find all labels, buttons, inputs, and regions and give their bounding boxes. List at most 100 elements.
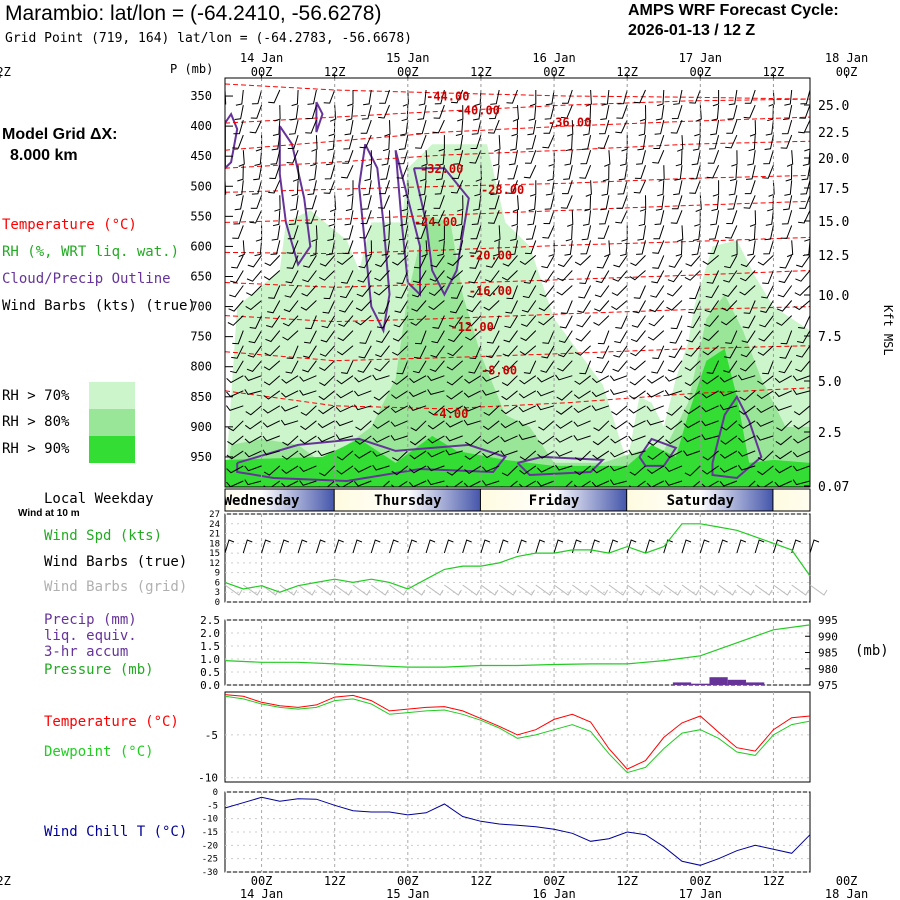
- wind-barb: [465, 330, 482, 341]
- wind-barb: [556, 285, 573, 296]
- legend-pressure: Pressure (mb): [44, 662, 154, 678]
- wind-barb: [506, 89, 518, 104]
- wind-barb: [710, 210, 720, 226]
- wind-barb: [246, 270, 262, 282]
- bottom-hour-label: 00Z: [689, 874, 711, 888]
- wind-barb: [658, 165, 665, 182]
- wind-barb: [792, 389, 810, 395]
- height-tick-label: 2.5: [818, 426, 841, 441]
- wind-barb: [727, 195, 738, 210]
- wind-barb: [226, 375, 244, 384]
- wind-barb: [688, 300, 701, 314]
- wind-barb: [597, 330, 610, 345]
- wind-barb: [591, 405, 610, 411]
- wind-barb: [457, 195, 464, 212]
- wind-barb: [523, 360, 537, 374]
- wind-barb: [305, 119, 317, 134]
- wind-barb: [797, 330, 810, 344]
- wind-barb: [450, 89, 464, 104]
- wind-barb: [613, 255, 628, 268]
- wind-barb: [434, 180, 445, 195]
- wind-barb: [719, 450, 738, 459]
- wind-barb-true: [407, 539, 417, 554]
- wind-barb-true: [297, 539, 308, 554]
- wind-barb: [708, 134, 720, 150]
- wind-barb: [691, 150, 701, 166]
- wind-barb: [415, 134, 427, 149]
- wind-barb: [719, 390, 738, 397]
- wind-barb: [354, 375, 372, 383]
- wind-barb: [299, 450, 317, 459]
- wind-barb: [274, 195, 281, 212]
- wind-barb: [491, 165, 500, 181]
- pressure-tick-label: 950: [190, 450, 212, 464]
- wind-barb: [482, 465, 500, 473]
- wind-barb: [286, 240, 299, 254]
- wind-barb: [728, 89, 738, 106]
- wind-barb: [355, 420, 372, 431]
- wind-barb: [244, 389, 262, 395]
- wind-barb: [489, 195, 500, 210]
- wind-barb: [670, 119, 683, 134]
- wind-barb: [637, 225, 646, 241]
- wind-barb: [429, 360, 445, 372]
- wind-barb: [654, 119, 665, 135]
- top-day-label: 15 Jan: [386, 51, 429, 65]
- wind-barb-grid: [773, 584, 791, 596]
- wind-barb: [303, 255, 317, 268]
- wind-barb: [731, 150, 738, 167]
- wind-barb: [225, 465, 226, 467]
- wind-barb: [225, 375, 226, 377]
- wind-barb: [306, 104, 317, 120]
- wind-barb: [577, 300, 592, 313]
- wind-barb: [776, 300, 793, 312]
- wind-barb: [434, 89, 445, 105]
- wind-barb: [559, 315, 573, 329]
- wind-barb: [225, 120, 226, 125]
- bottom-day-label: 17 Jan: [679, 887, 722, 900]
- wind-barb-true: [590, 539, 600, 554]
- height-tick-label: 15.0: [818, 215, 849, 230]
- wind-barb: [303, 345, 317, 359]
- wind-barb: [396, 165, 409, 179]
- wind-barb: [324, 165, 336, 180]
- wind-barb: [667, 360, 683, 373]
- wind-barb: [684, 270, 701, 281]
- wind-barb: [378, 195, 390, 209]
- wind-barb: [774, 375, 792, 384]
- wind-barb: [227, 420, 244, 432]
- wind-barb: [469, 345, 482, 360]
- wind-barb: [762, 165, 774, 179]
- wind-barb: [565, 135, 573, 152]
- wind-barb: [432, 315, 445, 329]
- wind-barb: [244, 435, 262, 444]
- wind-barb: [720, 420, 738, 431]
- wind-barb-grid: [370, 584, 389, 596]
- wind-barb: [226, 465, 244, 474]
- wind-barb: [345, 195, 354, 212]
- wind-barb: [292, 165, 300, 182]
- wind-barb: [634, 165, 646, 180]
- wind-barb: [737, 374, 756, 381]
- wind-barb: [300, 300, 317, 311]
- wind-barb: [501, 360, 518, 372]
- wind-barb-true: [370, 539, 381, 554]
- wind-barb: [400, 210, 409, 226]
- bottom-hour-label: 00Z: [251, 874, 273, 888]
- wind-barb: [482, 420, 500, 431]
- wind-barb: [793, 405, 810, 416]
- wind-barb: [262, 435, 280, 442]
- wind-barb: [548, 150, 555, 167]
- bottom-hour-label: 12Z: [616, 874, 638, 888]
- wind-barb: [595, 360, 610, 374]
- wind-barb: [328, 210, 336, 227]
- wind-barb: [652, 150, 665, 164]
- bottom-day-label: 16 Jan: [532, 887, 575, 900]
- wind-barb: [492, 150, 500, 167]
- pressure-tick-label: 800: [190, 360, 212, 374]
- wind-barb: [673, 180, 683, 196]
- wind-barb: [225, 360, 226, 363]
- wind-barb: [523, 164, 537, 179]
- wind-barb: [468, 360, 482, 374]
- temp-tick-label: -10: [198, 772, 218, 785]
